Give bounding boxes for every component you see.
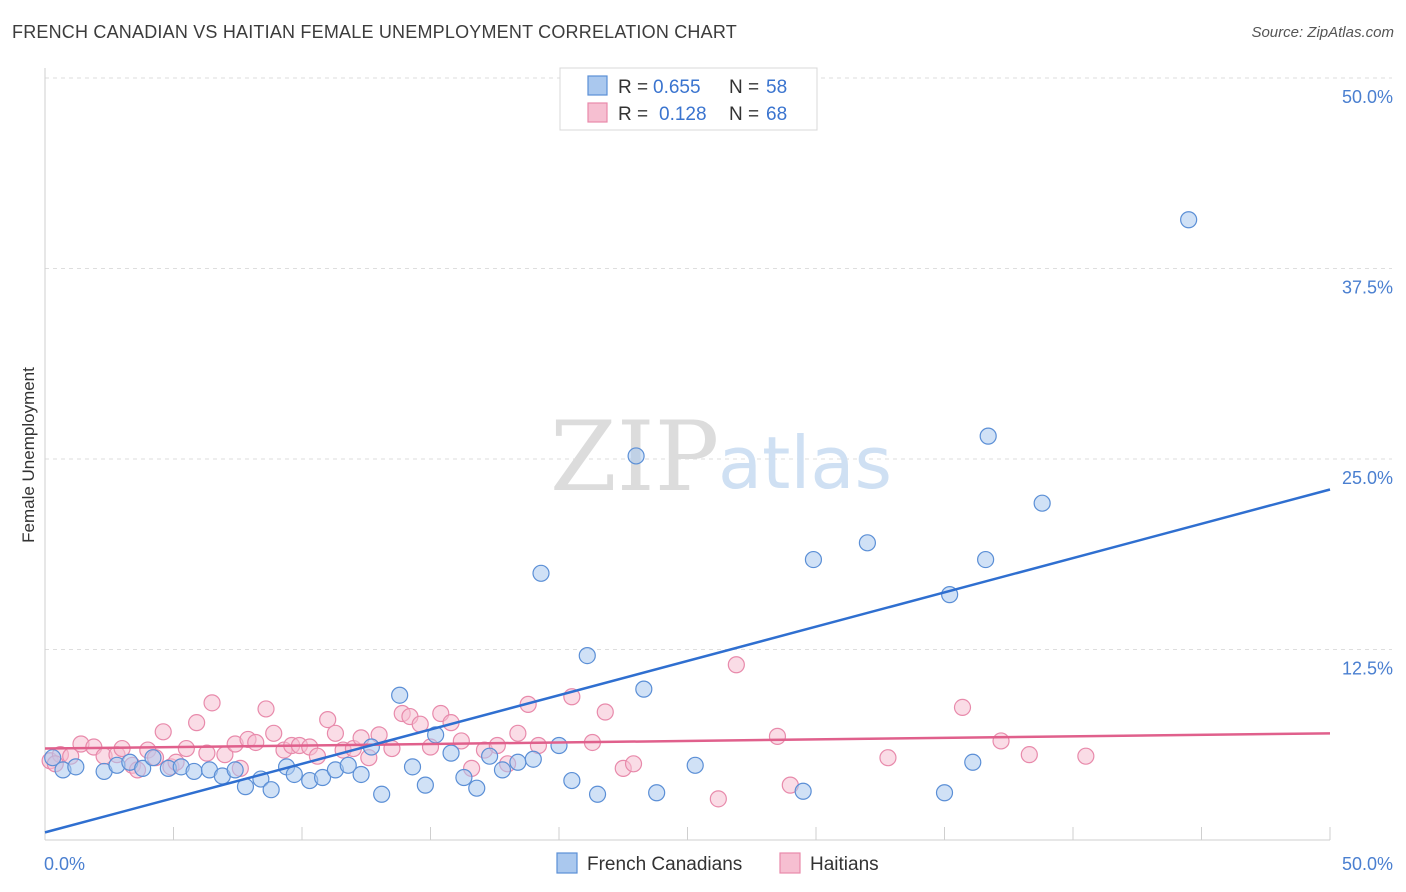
haitians-point [596, 703, 614, 721]
french-canadians-point [627, 447, 645, 465]
y-tick-label: 12.5% [1342, 659, 1393, 679]
french-canadians-point [391, 686, 409, 704]
french-canadians-point [285, 765, 303, 784]
legend-n-value: 58 [766, 77, 787, 98]
y-tick-labels: 12.5% 25.0% 37.5% 50.0% [1342, 87, 1393, 679]
haitians-point [768, 727, 787, 745]
haitians-point [509, 724, 527, 742]
french-canadians-point [493, 761, 512, 779]
bottom-legend-haitians: Haitians [810, 854, 879, 875]
haitians-point [879, 749, 897, 767]
haitians-point [452, 732, 470, 750]
haitians-point [247, 733, 265, 752]
french-canadians-point [262, 781, 280, 799]
legend-swatch-french-canadians [587, 75, 608, 96]
haitians-point [203, 694, 221, 712]
legend-r-value: 0.655 [653, 77, 701, 98]
french-canadians-point [979, 427, 997, 445]
haitians-point [177, 739, 195, 758]
french-canadians-point [226, 761, 244, 779]
haitians-point [198, 744, 216, 762]
y-axis-label: Female Unemployment [19, 367, 38, 543]
french-canadians-point [1033, 494, 1051, 512]
legend-r-label: R = [618, 104, 648, 125]
french-canadians-point [403, 758, 422, 776]
haitians-point [709, 790, 727, 808]
x-ticks [173, 827, 1331, 840]
x-tick-label-min: 0.0% [44, 854, 85, 874]
french-canadians-point [578, 646, 596, 665]
x-tick-label-max: 50.0% [1342, 854, 1393, 874]
french-canadians-point [635, 680, 653, 698]
y-tick-label: 25.0% [1342, 468, 1393, 488]
french-canadians-point [442, 744, 460, 762]
french-canadians-point [185, 762, 203, 781]
french-canadians-point [468, 779, 486, 797]
legend-swatch-haitians [587, 102, 608, 123]
french-canadians-point [804, 550, 823, 569]
legend-r-value: 0.128 [659, 104, 707, 125]
bottom-legend-swatch-haitians [779, 852, 801, 874]
haitians-point [953, 698, 972, 717]
haitians-point [188, 714, 206, 732]
haitians-trend-line [44, 732, 1331, 750]
haitians-point [257, 700, 275, 718]
french-canadians-point [532, 564, 550, 582]
french-canadians-point [563, 771, 581, 790]
french-canadians-point [964, 753, 982, 771]
haitians-point [992, 732, 1010, 750]
haitians-point [383, 739, 401, 758]
french-canadians-point [313, 768, 332, 787]
haitians-point [624, 755, 643, 773]
french-canadians-point [935, 784, 954, 802]
french-canadians-point [339, 756, 357, 774]
legend-r-label: R = [618, 77, 648, 98]
y-tick-label: 50.0% [1342, 87, 1393, 107]
french-canadians-point [144, 749, 162, 767]
haitians-point [265, 724, 283, 742]
bottom-legend: French Canadians Haitians [556, 852, 879, 875]
bottom-legend-swatch-french-canadians [556, 852, 578, 874]
french-canadians-point [352, 765, 370, 784]
french-canadians-point [455, 768, 473, 787]
french-canadians-point [794, 782, 812, 800]
haitians-point [727, 656, 745, 674]
french-canadians-trend-line [44, 488, 1331, 834]
french-canadians-point [67, 758, 85, 776]
french-canadians-point [524, 750, 542, 768]
haitians-point [1020, 746, 1038, 764]
french-canadians-point [977, 550, 995, 569]
legend-n-value: 68 [766, 104, 787, 125]
french-canadians-point [686, 756, 704, 774]
french-canadians-point [1180, 211, 1198, 229]
french-canadians-point [858, 534, 877, 552]
legend-n-label: N = [729, 104, 759, 125]
french-canadians-point [588, 785, 607, 803]
french-canadians-point [509, 753, 527, 771]
french-canadians-point [134, 759, 152, 777]
gridlines [45, 77, 1392, 650]
french-canadians-points [44, 211, 1198, 803]
haitians-point [319, 711, 337, 729]
source-label: Source: ZipAtlas.com [1251, 24, 1394, 41]
french-canadians-point [373, 785, 391, 803]
haitians-point [326, 724, 345, 742]
bottom-legend-french-canadians: French Canadians [587, 854, 742, 875]
haitians-point [154, 723, 172, 741]
french-canadians-point [648, 784, 666, 802]
legend-n-label: N = [729, 77, 759, 98]
watermark-atlas: atlas [718, 421, 892, 505]
y-tick-label: 37.5% [1342, 278, 1393, 298]
french-canadians-point [550, 736, 568, 755]
french-canadians-point [416, 776, 434, 794]
haitians-point [1077, 747, 1095, 765]
legend: R = 0.655 N = 58 R = 0.128 N = 68 [559, 67, 818, 131]
french-canadians-point [481, 747, 499, 765]
chart-title: FRENCH CANADIAN VS HAITIAN FEMALE UNEMPL… [12, 22, 737, 42]
